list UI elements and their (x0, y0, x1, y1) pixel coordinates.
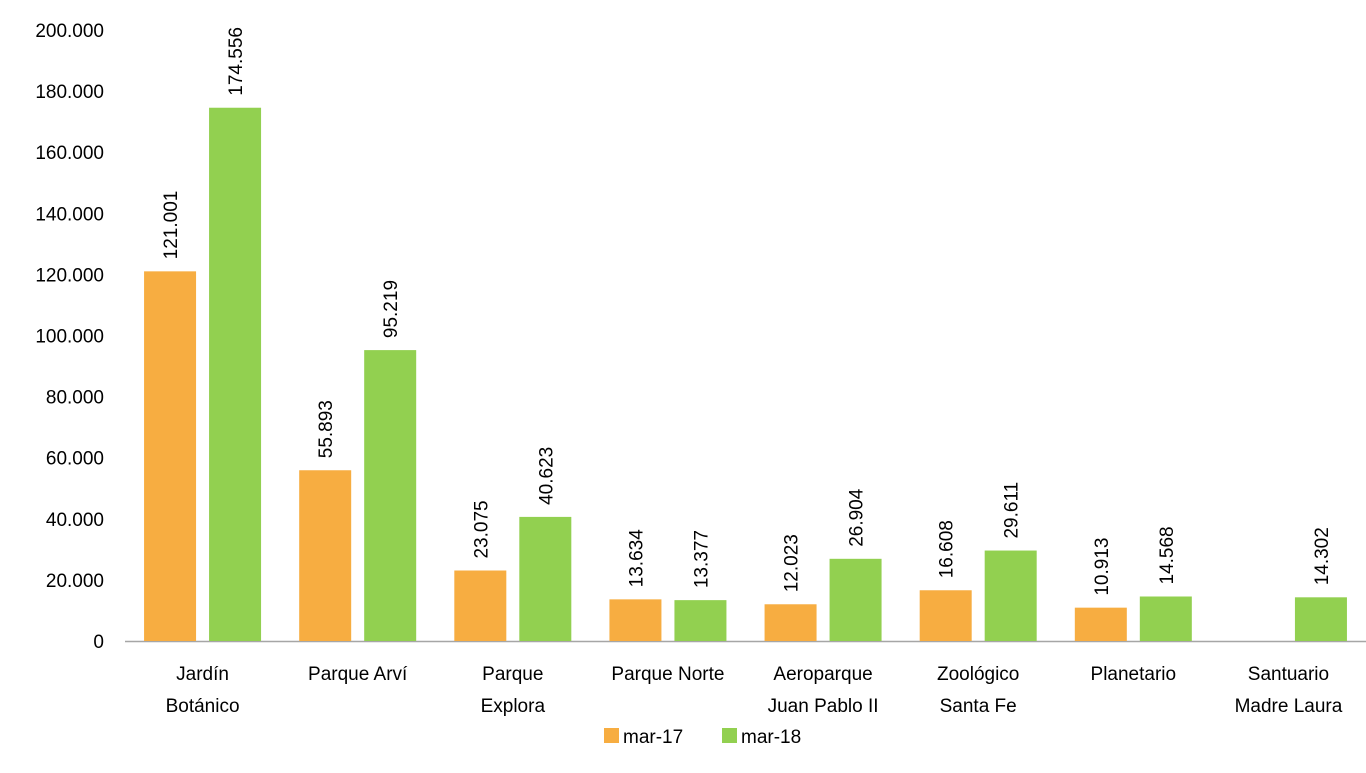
data-label-mar-18-7: 14.302 (1312, 527, 1333, 585)
bars (144, 107, 1347, 641)
bar-mar-17-6 (1074, 607, 1127, 641)
data-label-mar-17-0: 121.001 (161, 191, 182, 260)
category-label-0: Jardín Botánico (166, 664, 240, 717)
category-label-line: Aeroparque (773, 664, 872, 685)
category-label-line: Madre Laura (1235, 696, 1343, 717)
category-label-1: Parque Arví (308, 664, 408, 685)
category-label-2: Parque Explora (481, 664, 546, 717)
y-tick-label: 120.000 (35, 265, 104, 286)
category-label-line: Botánico (166, 696, 240, 717)
y-tick-label: 80.000 (46, 388, 104, 409)
legend-swatch-mar-18 (722, 728, 737, 743)
bar-mar-18-2 (519, 516, 572, 641)
bar-mar-17-0 (144, 271, 197, 641)
legend-label-mar-17: mar-17 (623, 727, 683, 748)
category-label-5: Zoológico Santa Fe (937, 664, 1019, 717)
data-label-mar-18-1: 95.219 (381, 280, 402, 338)
data-label-mar-17-2: 23.075 (471, 500, 492, 558)
bar-mar-18-3 (674, 600, 727, 641)
category-label-line: Parque (482, 664, 543, 685)
legend-label-mar-18: mar-18 (741, 727, 801, 748)
data-label-mar-18-5: 29.611 (1002, 482, 1023, 539)
y-tick-label: 180.000 (35, 82, 104, 103)
data-label-mar-17-1: 55.893 (316, 400, 337, 458)
data-labels: 121.001 55.893 23.075 13.634 12.023 16.608 10.… (161, 27, 1333, 596)
category-label-6: Planetario (1091, 664, 1177, 685)
category-label-7: Santuario Madre Laura (1235, 664, 1343, 717)
y-tick-label: 160.000 (35, 143, 104, 164)
data-label-mar-17-3: 13.634 (626, 529, 647, 588)
y-tick-label: 20.000 (46, 571, 104, 592)
data-label-mar-18-2: 40.623 (536, 447, 557, 505)
category-label-3: Parque Norte (611, 664, 724, 685)
y-tick-label: 0 (93, 632, 104, 653)
category-label-line: Parque Norte (611, 664, 724, 685)
bar-mar-17-2 (454, 570, 507, 641)
bar-mar-17-5 (919, 590, 972, 641)
data-label-mar-18-6: 14.568 (1157, 526, 1178, 584)
category-label-line: Zoológico (937, 664, 1019, 685)
legend: mar-17 mar-18 (604, 727, 801, 748)
y-tick-label: 40.000 (46, 510, 104, 531)
bar-mar-18-5 (984, 550, 1037, 641)
category-label-line: Santuario (1248, 664, 1329, 685)
data-label-mar-18-3: 13.377 (691, 530, 712, 588)
category-label-line: Planetario (1091, 664, 1177, 685)
bar-mar-18-0 (209, 107, 262, 641)
y-tick-label: 100.000 (35, 327, 104, 348)
bar-mar-18-4 (829, 558, 882, 641)
category-label-line: Juan Pablo II (768, 696, 879, 717)
y-axis: 0 20.000 40.000 60.000 80.000 100.000 120.000 1… (35, 21, 104, 653)
y-tick-label: 200.000 (35, 21, 104, 42)
y-tick-label: 60.000 (46, 449, 104, 470)
data-label-mar-17-5: 16.608 (937, 520, 958, 578)
data-label-mar-17-4: 12.023 (782, 534, 803, 592)
category-label-line: Explora (481, 696, 546, 717)
bar-mar-17-3 (609, 599, 662, 641)
category-label-line: Parque Arví (308, 664, 408, 685)
bar-mar-17-1 (299, 470, 352, 641)
bar-mar-18-7 (1294, 597, 1347, 641)
category-label-line: Jardín (176, 664, 229, 685)
category-label-4: Aeroparque Juan Pablo II (768, 664, 879, 717)
data-label-mar-17-6: 10.913 (1092, 538, 1113, 596)
y-tick-label: 140.000 (35, 204, 104, 225)
bar-mar-17-4 (764, 604, 817, 641)
data-label-mar-18-4: 26.904 (847, 488, 868, 547)
data-label-mar-18-0: 174.556 (226, 27, 247, 96)
bar-mar-18-6 (1139, 596, 1192, 641)
legend-swatch-mar-17 (604, 728, 619, 743)
category-label-line: Santa Fe (940, 696, 1017, 717)
bar-mar-18-1 (364, 350, 417, 641)
